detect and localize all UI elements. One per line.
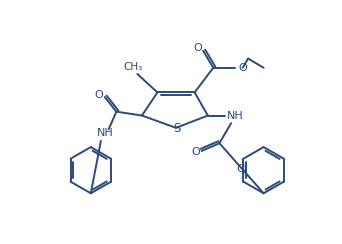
Text: O: O [94, 90, 103, 100]
Text: NH: NH [226, 111, 243, 121]
Text: O: O [193, 43, 202, 53]
Text: O: O [191, 147, 200, 157]
Text: CH₃: CH₃ [124, 62, 143, 72]
Text: O: O [239, 63, 248, 73]
Text: NH: NH [96, 128, 113, 138]
Text: S: S [173, 122, 181, 135]
Text: Cl: Cl [237, 164, 247, 174]
